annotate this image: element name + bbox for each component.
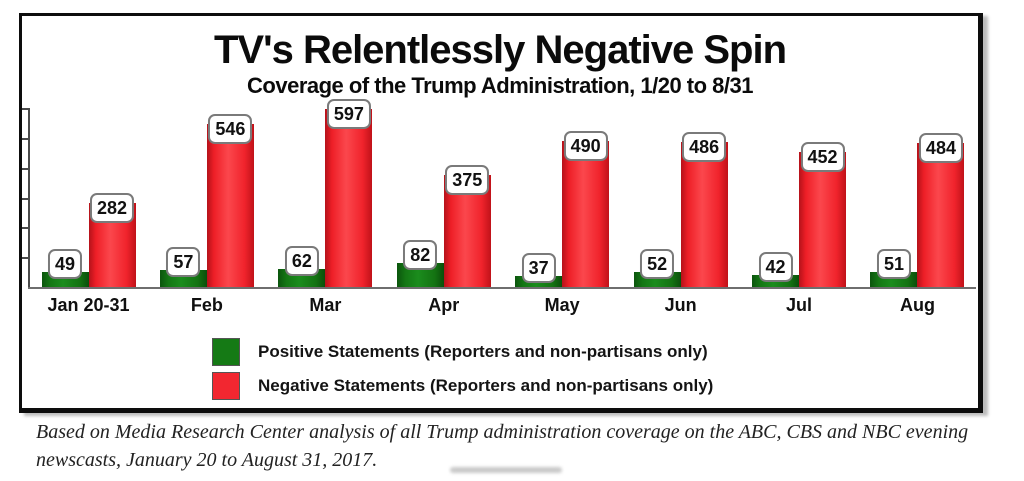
legend-label-positive: Positive Statements (Reporters and non-p… bbox=[258, 342, 708, 361]
positive-bar-slot: 62 bbox=[278, 108, 326, 287]
y-axis bbox=[28, 108, 30, 289]
value-label: 490 bbox=[563, 130, 608, 161]
bar-group: 62 597 Mar bbox=[277, 98, 374, 315]
month-label: Mar bbox=[309, 295, 342, 315]
value-label: 82 bbox=[403, 239, 438, 270]
bar-group: 51 484 Aug bbox=[869, 108, 966, 315]
month-label: Feb bbox=[190, 295, 223, 315]
negative-bar-slot: 597 bbox=[325, 98, 373, 287]
source-footnote: Based on Media Research Center analysis … bbox=[36, 421, 969, 471]
positive-bar-slot: 57 bbox=[159, 108, 207, 287]
value-label: 484 bbox=[918, 132, 963, 163]
bar-group: 57 546 Feb bbox=[158, 108, 255, 315]
y-axis-tick bbox=[22, 227, 29, 230]
month-label: May bbox=[544, 295, 580, 315]
legend-swatch-negative bbox=[212, 372, 240, 400]
x-axis bbox=[28, 287, 976, 289]
value-label: 546 bbox=[208, 114, 253, 145]
positive-bar-slot: 52 bbox=[633, 108, 681, 287]
negative-bar bbox=[562, 140, 610, 287]
positive-bar-slot: 49 bbox=[41, 108, 89, 287]
negative-bar-slot: 484 bbox=[917, 108, 965, 287]
negative-bar-slot: 490 bbox=[562, 108, 610, 287]
value-label: 597 bbox=[326, 98, 371, 129]
bar-group: 42 452 Jul bbox=[751, 108, 848, 315]
value-label: 375 bbox=[445, 165, 490, 196]
value-label: 42 bbox=[758, 251, 793, 282]
legend-label-negative: Negative Statements (Reporters and non-p… bbox=[258, 376, 714, 395]
chart-frame: TV's Relentlessly Negative Spin Coverage… bbox=[19, 13, 983, 413]
month-label: Aug bbox=[899, 295, 935, 315]
positive-bar-slot: 37 bbox=[515, 108, 563, 287]
positive-bar-slot: 51 bbox=[870, 108, 918, 287]
legend: Positive Statements (Reporters and non-p… bbox=[212, 338, 713, 406]
negative-bar bbox=[799, 152, 847, 287]
negative-bar-slot: 486 bbox=[680, 108, 728, 287]
y-axis-tick bbox=[22, 137, 29, 140]
month-label: Jul bbox=[786, 295, 813, 315]
y-axis-tick bbox=[22, 167, 29, 170]
scan-artifact bbox=[450, 467, 562, 473]
value-label: 62 bbox=[284, 245, 319, 276]
negative-bar bbox=[917, 142, 965, 287]
value-label: 51 bbox=[876, 248, 911, 279]
positive-bar-slot: 82 bbox=[396, 108, 444, 287]
value-label: 37 bbox=[521, 253, 556, 283]
negative-bar-slot: 452 bbox=[799, 108, 847, 287]
negative-bar bbox=[680, 142, 728, 287]
bar-group: 37 490 May bbox=[514, 108, 611, 315]
y-axis-tick bbox=[22, 257, 29, 260]
value-label: 486 bbox=[682, 132, 727, 162]
value-label: 52 bbox=[640, 248, 675, 279]
negative-bar bbox=[325, 108, 373, 287]
legend-row-negative: Negative Statements (Reporters and non-p… bbox=[212, 372, 713, 400]
value-label: 57 bbox=[166, 247, 201, 277]
month-label: Apr bbox=[428, 295, 460, 315]
value-label: 452 bbox=[800, 142, 845, 173]
negative-bar-slot: 546 bbox=[206, 108, 254, 287]
y-axis-tick bbox=[22, 108, 29, 110]
y-axis-tick bbox=[22, 197, 29, 200]
month-label: Jan 20-31 bbox=[47, 295, 130, 315]
positive-bar-slot: 42 bbox=[752, 108, 800, 287]
negative-bar-slot: 282 bbox=[88, 108, 136, 287]
bar-group: 49 282 Jan 20-31 bbox=[40, 108, 137, 315]
value-label: 282 bbox=[89, 192, 135, 223]
plot-area: 49 282 Jan 20-31 57 546 Feb 62 597 Mar 82 375 Apr 37… bbox=[28, 98, 976, 315]
legend-swatch-positive bbox=[212, 338, 240, 366]
bar-group: 52 486 Jun bbox=[632, 108, 729, 315]
legend-row-positive: Positive Statements (Reporters and non-p… bbox=[212, 338, 713, 366]
bar-group: 82 375 Apr bbox=[395, 108, 492, 315]
value-label: 49 bbox=[47, 249, 83, 280]
month-label: Jun bbox=[664, 295, 697, 315]
negative-bar-slot: 375 bbox=[443, 108, 491, 287]
negative-bar bbox=[206, 124, 254, 287]
chart-subtitle: Coverage of the Trump Administration, 1/… bbox=[247, 73, 753, 98]
chart-title: TV's Relentlessly Negative Spin bbox=[213, 28, 787, 72]
